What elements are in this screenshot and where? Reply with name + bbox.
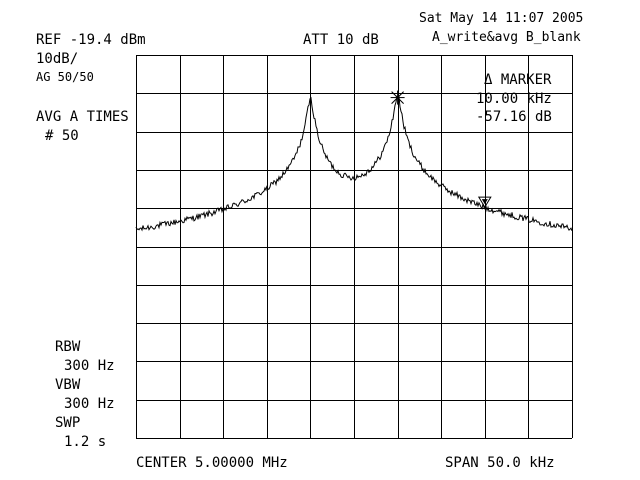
- trace-mode: A_write&avg B_blank: [432, 30, 581, 45]
- marker-delta-level: -57.16 dB: [476, 109, 552, 125]
- marker-title: Δ MARKER: [484, 72, 552, 88]
- avg-count: # 50: [45, 128, 79, 144]
- marker-delta-frequency: 10.00 kHz: [476, 91, 552, 107]
- attenuation: ATT 10 dB: [303, 32, 379, 48]
- delta-marker-icon: [390, 90, 405, 105]
- scale-per-division: 10dB/: [36, 51, 79, 67]
- reference-marker-icon: [477, 196, 492, 209]
- vbw-label: VBW: [55, 377, 81, 393]
- swp-value: 1.2 s: [64, 434, 107, 450]
- reference-level: REF -19.4 dBm: [36, 32, 146, 48]
- averaging-ratio: AG 50/50: [36, 70, 94, 84]
- rbw-value: 300 Hz: [64, 358, 115, 374]
- span: SPAN 50.0 kHz: [445, 455, 555, 471]
- reference-marker-triangle: [477, 196, 492, 209]
- vbw-value: 300 Hz: [64, 396, 115, 412]
- datetime: Sat May 14 11:07 2005: [419, 11, 584, 26]
- avg-label: AVG A TIMES: [36, 109, 129, 125]
- swp-label: SWP: [55, 415, 81, 431]
- center-frequency: CENTER 5.00000 MHz: [136, 455, 288, 471]
- spectrum-trace: [135, 95, 573, 232]
- reference-marker-fill: [481, 199, 488, 205]
- rbw-label: RBW: [55, 339, 81, 355]
- graticule: [136, 55, 573, 439]
